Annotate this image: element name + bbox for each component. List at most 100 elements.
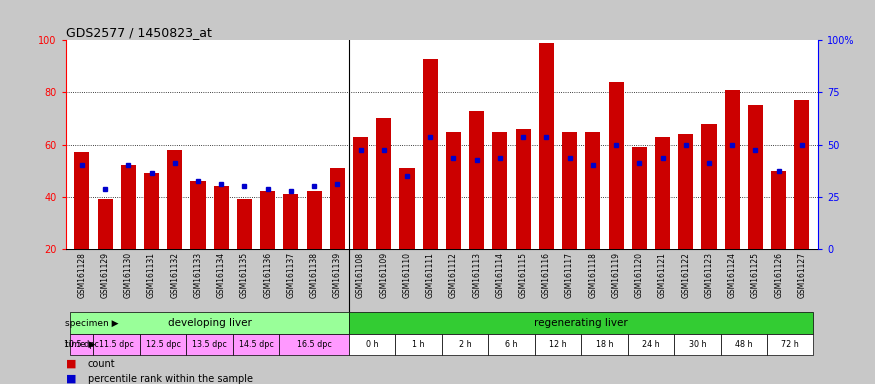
Text: GSM161139: GSM161139 [332, 252, 342, 298]
Bar [539, 43, 554, 249]
Text: GSM161127: GSM161127 [797, 252, 807, 298]
Text: GSM161126: GSM161126 [774, 252, 783, 298]
Bar [167, 150, 182, 249]
Bar [771, 170, 787, 249]
Text: 16.5 dpc: 16.5 dpc [297, 340, 332, 349]
Bar [674, 334, 721, 355]
Bar [353, 137, 368, 249]
Text: GSM161109: GSM161109 [379, 252, 388, 298]
Text: 10.5 dpc: 10.5 dpc [65, 340, 100, 349]
Bar [396, 334, 442, 355]
Text: 18 h: 18 h [596, 340, 613, 349]
Bar [214, 186, 228, 249]
Bar [140, 334, 186, 355]
Bar [794, 100, 809, 249]
Text: GSM161122: GSM161122 [682, 252, 690, 298]
Bar [144, 173, 159, 249]
Bar [260, 192, 276, 249]
Bar [581, 334, 627, 355]
Bar [702, 124, 717, 249]
Text: 2 h: 2 h [458, 340, 472, 349]
Bar [349, 334, 396, 355]
Text: GSM161119: GSM161119 [612, 252, 620, 298]
Text: GSM161123: GSM161123 [704, 252, 713, 298]
Text: GSM161124: GSM161124 [728, 252, 737, 298]
Text: 11.5 dpc: 11.5 dpc [99, 340, 134, 349]
Text: 12.5 dpc: 12.5 dpc [145, 340, 180, 349]
Text: GSM161121: GSM161121 [658, 252, 667, 298]
Bar [237, 199, 252, 249]
Bar [284, 194, 298, 249]
Bar [488, 334, 535, 355]
Text: developing liver: developing liver [168, 318, 251, 328]
Bar [233, 334, 279, 355]
Bar [535, 334, 581, 355]
Text: specimen ▶: specimen ▶ [65, 319, 119, 328]
Text: GSM161111: GSM161111 [426, 252, 435, 298]
Text: GSM161112: GSM161112 [449, 252, 458, 298]
Text: GSM161135: GSM161135 [240, 252, 249, 298]
Text: 1 h: 1 h [412, 340, 425, 349]
Text: count: count [88, 359, 116, 369]
Bar [186, 334, 233, 355]
Text: GSM161120: GSM161120 [634, 252, 644, 298]
Text: 6 h: 6 h [505, 340, 518, 349]
Bar [748, 106, 763, 249]
Bar [70, 334, 94, 355]
Bar [70, 312, 349, 334]
Text: GSM161128: GSM161128 [77, 252, 87, 298]
Bar [306, 192, 322, 249]
Bar [446, 131, 461, 249]
Bar [191, 181, 206, 249]
Text: regenerating liver: regenerating liver [535, 318, 628, 328]
Text: GSM161114: GSM161114 [495, 252, 505, 298]
Bar [585, 131, 600, 249]
Bar [349, 312, 814, 334]
Bar [400, 168, 415, 249]
Bar [469, 111, 484, 249]
Text: GDS2577 / 1450823_at: GDS2577 / 1450823_at [66, 26, 212, 39]
Text: GSM161110: GSM161110 [402, 252, 411, 298]
Text: GSM161129: GSM161129 [101, 252, 109, 298]
Text: GSM161108: GSM161108 [356, 252, 365, 298]
Text: 13.5 dpc: 13.5 dpc [192, 340, 227, 349]
Text: GSM161134: GSM161134 [217, 252, 226, 298]
Bar [608, 82, 624, 249]
Text: GSM161115: GSM161115 [519, 252, 528, 298]
Text: 14.5 dpc: 14.5 dpc [239, 340, 274, 349]
Text: 48 h: 48 h [735, 340, 752, 349]
Text: 0 h: 0 h [366, 340, 379, 349]
Bar [562, 131, 578, 249]
Bar [627, 334, 674, 355]
Text: GSM161130: GSM161130 [124, 252, 133, 298]
Bar [678, 134, 693, 249]
Text: GSM161125: GSM161125 [751, 252, 760, 298]
Bar [493, 131, 507, 249]
Bar [121, 166, 136, 249]
Text: GSM161138: GSM161138 [310, 252, 318, 298]
Bar [767, 334, 814, 355]
Text: GSM161137: GSM161137 [286, 252, 296, 298]
Bar [724, 90, 739, 249]
Bar [632, 147, 647, 249]
Bar [423, 58, 438, 249]
Text: ■: ■ [66, 374, 76, 384]
Text: GSM161131: GSM161131 [147, 252, 156, 298]
Text: 72 h: 72 h [781, 340, 799, 349]
Bar [376, 119, 391, 249]
Text: GSM161132: GSM161132 [171, 252, 179, 298]
Text: GSM161136: GSM161136 [263, 252, 272, 298]
Bar [97, 199, 113, 249]
Bar [330, 168, 345, 249]
Bar [515, 129, 531, 249]
Bar [655, 137, 670, 249]
Text: time ▶: time ▶ [65, 340, 95, 349]
Text: GSM161116: GSM161116 [542, 252, 551, 298]
Text: ■: ■ [66, 359, 76, 369]
Text: GSM161117: GSM161117 [565, 252, 574, 298]
Bar [721, 334, 767, 355]
Text: 24 h: 24 h [642, 340, 660, 349]
Bar [94, 334, 140, 355]
Text: GSM161113: GSM161113 [473, 252, 481, 298]
Text: 12 h: 12 h [550, 340, 567, 349]
